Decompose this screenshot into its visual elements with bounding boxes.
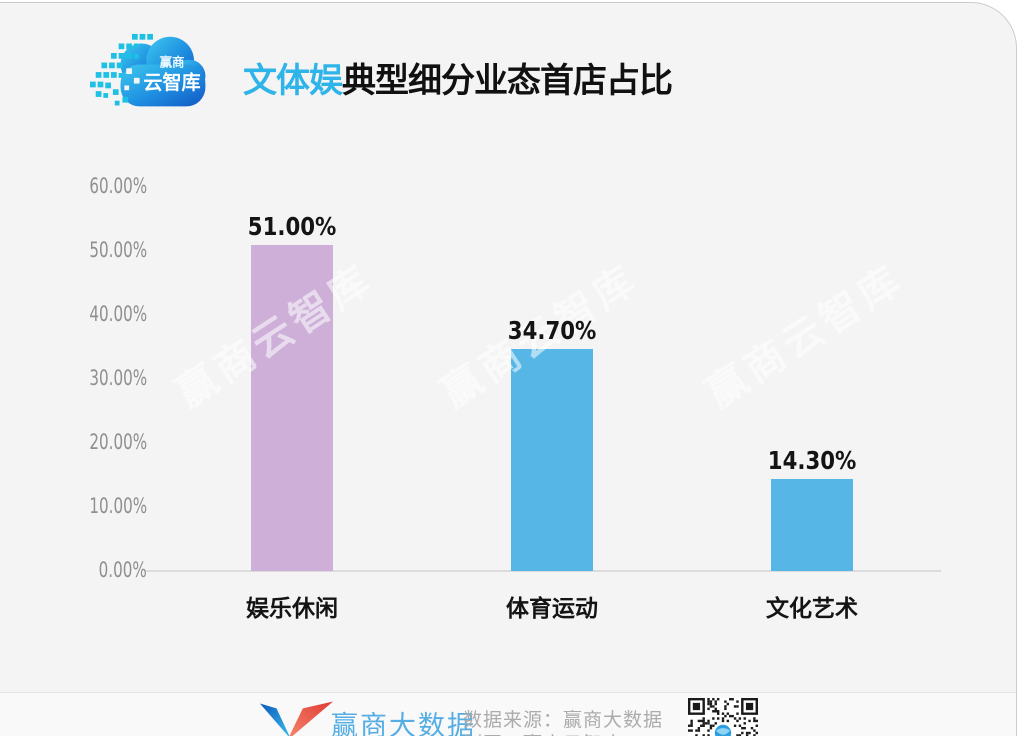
winshang-bird-logo xyxy=(259,701,334,736)
pixel-gaps xyxy=(124,68,140,91)
y-axis-tick-label: 40.00% xyxy=(89,302,147,326)
y-axis-tick-label: 20.00% xyxy=(89,430,147,454)
cloud-shape xyxy=(120,36,206,107)
y-axis-tick-label: 10.00% xyxy=(89,494,147,518)
footer-brand-name: 赢商大数据 xyxy=(331,711,476,736)
y-axis-tick-label: 30.00% xyxy=(89,366,147,390)
title-rest: 典型细分业态首店占比 xyxy=(342,61,673,101)
x-axis-category-label: 文化艺术 xyxy=(766,596,858,622)
y-axis-tick-label: 50.00% xyxy=(89,238,147,262)
data-source-text: 数据来源：赢商大数据 xyxy=(463,709,664,731)
footer-divider xyxy=(0,692,1016,693)
qr-code xyxy=(688,698,758,736)
bar-value-label: 34.70% xyxy=(507,316,597,345)
bar-1 xyxy=(511,349,593,571)
blue-wing xyxy=(259,703,290,736)
bar-value-label: 51.00% xyxy=(247,212,337,241)
qr-finder-patterns xyxy=(688,698,758,715)
pixel-dots xyxy=(90,33,153,106)
x-axis-category-label: 娱乐休闲 xyxy=(246,596,338,622)
data-source-text-line2: 制图：赢商云智库 xyxy=(463,729,623,736)
bar-value-label: 14.30% xyxy=(767,446,857,475)
qr-globe-swirl xyxy=(716,728,730,735)
title-highlight: 文体娱 xyxy=(243,61,343,101)
red-wing xyxy=(289,701,334,736)
page-title: 文体娱典型细分业态首店占比 xyxy=(243,53,673,101)
footer-background xyxy=(0,693,1016,736)
x-axis-line xyxy=(144,570,941,572)
y-axis-tick-label: 0.00% xyxy=(98,558,147,582)
y-axis-tick-label: 60.00% xyxy=(89,174,147,198)
x-axis-category-label: 体育运动 xyxy=(506,596,598,622)
bar-2 xyxy=(771,479,853,571)
logo-text-small: 赢商 xyxy=(160,54,185,69)
logo-text-large: 云智库 xyxy=(143,71,200,94)
bar-0 xyxy=(251,245,333,571)
yunzhiku-cloud-logo: 赢商 云智库 xyxy=(90,33,206,107)
